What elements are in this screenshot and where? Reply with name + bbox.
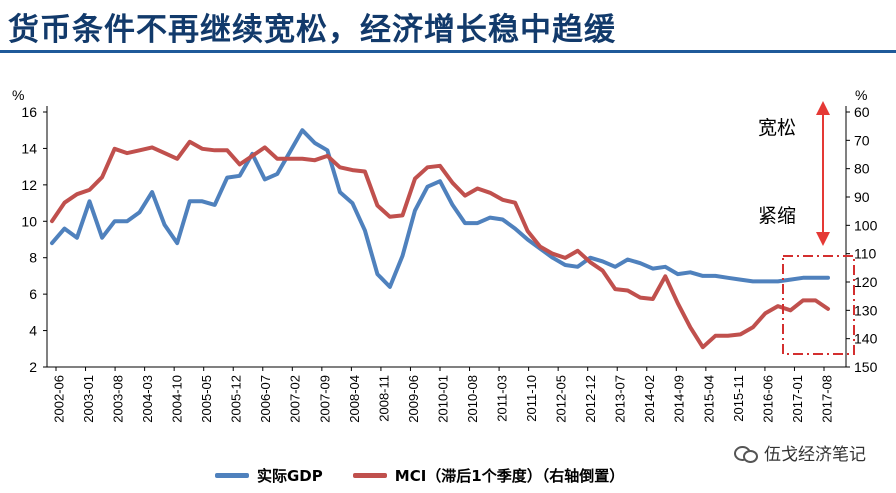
- x-tick-label: 2008-11: [376, 375, 391, 422]
- x-tick-label: 2015-04: [701, 375, 716, 423]
- axes-group: [46, 106, 847, 368]
- x-tick-label: 2016-06: [760, 375, 775, 423]
- right-tick-label: 80: [854, 161, 870, 177]
- left-tick-label: 8: [29, 250, 37, 266]
- x-tick-label: 2004-10: [170, 375, 185, 423]
- x-tick-label: 2011-03: [495, 375, 510, 422]
- series-line-mci: [50, 139, 830, 350]
- left-tick-label: 12: [21, 177, 37, 193]
- right-tick-label: 150: [854, 359, 878, 375]
- x-tick-label: 2017-08: [819, 375, 834, 423]
- x-tick-label: 2017-01: [790, 375, 805, 423]
- x-axis-ticks: 2002-06 2003-01 2003-08 2004-03 2004-10 2005-…: [51, 367, 834, 423]
- x-tick-label: 2012-12: [583, 375, 598, 423]
- tight-annotation: 紧缩: [758, 205, 796, 227]
- page-title: 货币条件不再继续宽松，经济增长稳中趋缓: [8, 12, 616, 48]
- x-tick-label: 2013-07: [613, 375, 628, 423]
- x-tick-label: 2011-10: [524, 375, 539, 422]
- x-tick-label: 2007-09: [317, 375, 332, 423]
- x-tick-label: 2012-05: [554, 375, 569, 423]
- right-axis-ticks: 60 70 80 90 100 110 120 130 140 150: [846, 104, 878, 375]
- x-tick-label: 2010-08: [465, 375, 480, 423]
- left-tick-label: 10: [21, 213, 37, 229]
- left-tick-label: 14: [21, 140, 37, 156]
- left-axis-unit: %: [12, 87, 24, 103]
- x-tick-label: 2014-09: [672, 375, 687, 423]
- x-tick-label: 2003-01: [81, 375, 96, 423]
- x-tick-label: 2003-08: [111, 375, 126, 423]
- right-axis-unit: %: [855, 87, 867, 103]
- series-line-gdp: [50, 128, 830, 289]
- title-divider: [0, 50, 896, 53]
- x-tick-label: 2010-01: [435, 375, 450, 423]
- x-tick-label: 2002-06: [51, 375, 66, 423]
- legend-label-mci: MCI（滞后1个季度）（右轴倒置）: [394, 466, 625, 485]
- x-tick-label: 2007-02: [288, 375, 303, 423]
- series-lines: [50, 128, 830, 350]
- watermark: 伍戈经济笔记: [734, 440, 866, 465]
- right-tick-label: 120: [854, 274, 878, 290]
- right-tick-label: 70: [854, 132, 870, 148]
- left-tick-label: 6: [29, 286, 37, 302]
- x-tick-label: 2008-04: [347, 375, 362, 423]
- x-tick-label: 2004-03: [140, 375, 155, 423]
- left-tick-label: 2: [29, 359, 37, 375]
- legend-swatch-mci: [352, 472, 387, 478]
- wechat-icon: [734, 444, 758, 463]
- watermark-text: 伍戈经济笔记: [764, 445, 866, 465]
- highlight-box: [782, 255, 855, 355]
- legend-label-gdp: 实际GDP: [257, 466, 323, 485]
- right-tick-label: 110: [854, 246, 877, 262]
- loose-annotation: 宽松: [758, 117, 796, 139]
- left-tick-label: 4: [29, 323, 37, 339]
- right-tick-label: 100: [854, 217, 878, 233]
- left-axis-ticks: 2 4 6 8 10 12 14 16: [21, 104, 47, 375]
- right-tick-label: 140: [854, 331, 878, 347]
- chart-legend: 实际GDP MCI（滞后1个季度）（右轴倒置）: [215, 463, 654, 487]
- right-tick-label: 90: [854, 189, 870, 205]
- x-tick-label: 2005-12: [229, 375, 244, 423]
- x-tick-label: 2005-05: [199, 375, 214, 423]
- legend-item-gdp: 实际GDP: [215, 465, 323, 486]
- x-tick-label: 2006-07: [258, 375, 273, 423]
- arrow-up-head: [816, 101, 830, 115]
- x-tick-label: 2014-02: [642, 375, 657, 423]
- legend-item-mci: MCI（滞后1个季度）（右轴倒置）: [352, 465, 625, 486]
- x-tick-label: 2015-11: [731, 375, 746, 422]
- arrow-down-head: [816, 232, 830, 246]
- right-tick-label: 60: [854, 104, 870, 120]
- x-tick-label: 2009-06: [406, 375, 421, 423]
- annotations-group: [782, 101, 855, 355]
- left-tick-label: 16: [21, 104, 37, 120]
- right-tick-label: 130: [854, 302, 878, 318]
- legend-swatch-gdp: [215, 472, 249, 478]
